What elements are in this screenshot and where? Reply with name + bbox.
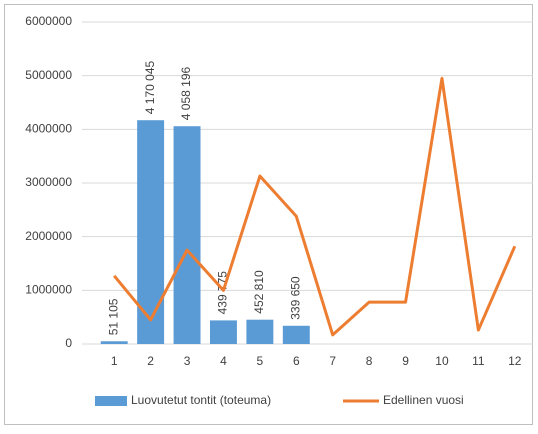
- line: [113, 76, 517, 337]
- y-tick-label: 6000000: [25, 14, 72, 28]
- x-tick-label: 5: [257, 354, 264, 368]
- x-tick-label: 9: [402, 354, 409, 368]
- legend-label: Edellinen vuosi: [383, 393, 464, 407]
- bar: [246, 319, 274, 344]
- data-label: 452 810: [252, 270, 266, 314]
- legend-swatch: [95, 396, 127, 406]
- bar: [100, 341, 128, 344]
- y-tick-label: 3000000: [25, 175, 72, 189]
- x-tick-label: 4: [220, 354, 227, 368]
- chart-frame: [4, 4, 533, 425]
- y-tick-label: 1000000: [25, 283, 72, 297]
- bar: [209, 320, 237, 344]
- y-tick-label: 2000000: [25, 229, 72, 243]
- x-tick-label: 8: [366, 354, 373, 368]
- y-tick-label: 4000000: [25, 122, 72, 136]
- x-tick-label: 6: [293, 354, 300, 368]
- x-tick-label: 1: [111, 354, 118, 368]
- x-tick-label: 2: [147, 354, 154, 368]
- data-label: 4 058 196: [179, 66, 193, 120]
- x-tick-label: 3: [184, 354, 191, 368]
- bar: [282, 325, 310, 344]
- x-tick-label: 11: [472, 354, 485, 368]
- x-tick-label: 10: [435, 354, 449, 368]
- data-label: 51 105: [106, 298, 120, 335]
- y-tick-label: 0: [65, 336, 72, 350]
- data-label: 4 170 045: [143, 60, 157, 114]
- y-tick-label: 5000000: [25, 68, 72, 82]
- legend-label: Luovutetut tontit (toteuma): [131, 393, 271, 407]
- bar: [173, 126, 201, 345]
- data-label: 339 650: [288, 276, 302, 320]
- x-tick-label: 12: [508, 354, 522, 368]
- x-tick-label: 7: [329, 354, 336, 368]
